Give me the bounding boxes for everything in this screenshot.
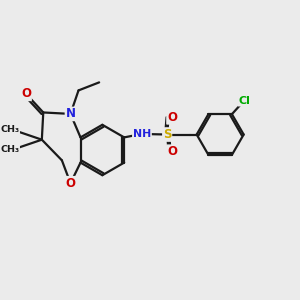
Text: O: O — [65, 177, 76, 190]
Text: S: S — [163, 128, 171, 141]
Text: O: O — [21, 87, 31, 100]
Text: O: O — [167, 145, 177, 158]
Text: CH₃: CH₃ — [0, 146, 19, 154]
Text: N: N — [65, 107, 76, 120]
Text: Cl: Cl — [238, 96, 250, 106]
Text: NH: NH — [133, 129, 151, 139]
Text: O: O — [167, 111, 177, 124]
Text: CH₃: CH₃ — [0, 125, 19, 134]
